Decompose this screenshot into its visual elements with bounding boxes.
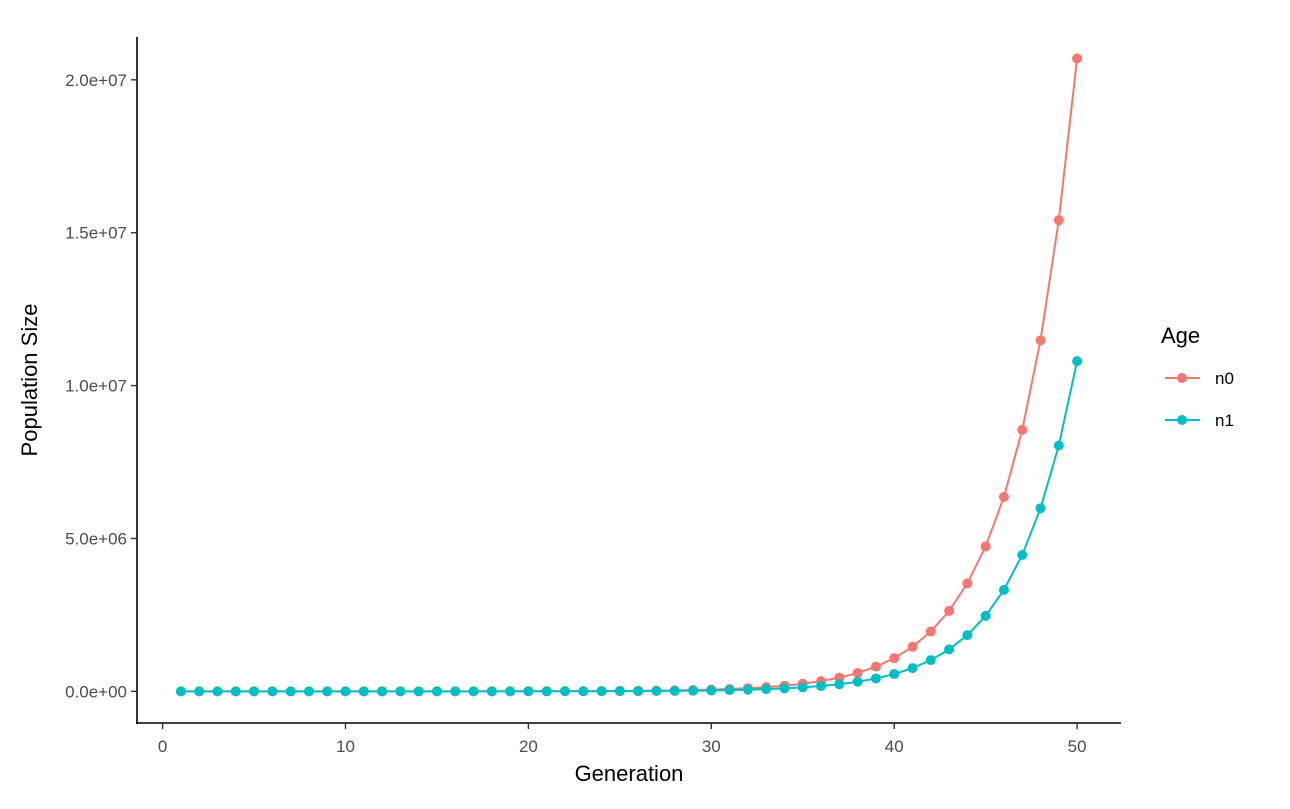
legend-key-point	[1177, 373, 1187, 383]
data-point-n1	[1053, 440, 1064, 451]
data-point-n1	[523, 686, 534, 697]
data-point-n1	[779, 683, 790, 694]
data-point-n1	[907, 663, 918, 674]
data-point-n1	[340, 686, 351, 697]
data-point-n0	[1017, 424, 1028, 435]
data-point-n1	[431, 686, 442, 697]
data-point-n1	[212, 686, 223, 697]
legend: Age n0 n1	[1161, 323, 1234, 430]
data-point-n0	[925, 626, 936, 637]
data-point-n1	[742, 684, 753, 695]
data-point-n1	[468, 686, 479, 697]
data-point-n1	[724, 685, 735, 696]
x-axis-ticks: 0 10 20 30 40 50	[158, 723, 1087, 756]
x-tick-label: 40	[885, 737, 904, 756]
data-point-n1	[889, 669, 900, 680]
data-point-n1	[834, 679, 845, 690]
data-point-n1	[614, 686, 625, 697]
data-point-n1	[761, 684, 772, 695]
legend-key-point	[1177, 415, 1187, 425]
data-point-n1	[816, 681, 827, 692]
data-point-n1	[980, 610, 991, 621]
data-point-n1	[486, 686, 497, 697]
data-point-n0	[944, 605, 955, 616]
data-point-n1	[377, 686, 388, 697]
data-point-n1	[1017, 549, 1028, 560]
y-axis-title: Population Size	[17, 304, 42, 457]
legend-item-n1: n1	[1165, 411, 1234, 430]
data-point-n0	[962, 578, 973, 589]
data-point-n1	[413, 686, 424, 697]
y-axis-ticks: 0.0e+00 5.0e+06 1.0e+07 1.5e+07 2.0e+07	[65, 71, 137, 701]
data-point-n1	[249, 686, 260, 697]
data-point-n1	[395, 686, 406, 697]
data-point-n0	[1035, 335, 1046, 346]
data-point-n1	[578, 686, 589, 697]
data-point-n1	[962, 630, 973, 641]
data-point-n1	[998, 584, 1009, 595]
y-tick-label: 2.0e+07	[65, 71, 127, 90]
data-point-n1	[1035, 503, 1046, 514]
data-point-n1	[303, 686, 314, 697]
x-tick-label: 0	[158, 737, 167, 756]
data-point-n1	[541, 686, 552, 697]
data-point-n1	[852, 676, 863, 687]
data-point-n1	[505, 686, 516, 697]
legend-label: n0	[1215, 369, 1234, 388]
data-point-n0	[852, 667, 863, 678]
data-point-n1	[358, 686, 369, 697]
data-point-n1	[797, 682, 808, 693]
data-point-n1	[450, 686, 461, 697]
data-point-n1	[175, 686, 186, 697]
data-point-n1	[944, 644, 955, 655]
legend-label: n1	[1215, 411, 1234, 430]
data-point-n1	[285, 686, 296, 697]
series-line-n1	[180, 360, 1079, 693]
data-point-n1	[1072, 356, 1083, 367]
legend-item-n0: n0	[1165, 369, 1234, 388]
plot-marks	[175, 53, 1083, 697]
data-point-n1	[230, 686, 241, 697]
data-point-n1	[194, 686, 205, 697]
data-point-n0	[870, 661, 881, 672]
data-point-n0	[998, 491, 1009, 502]
data-point-n1	[559, 686, 570, 697]
y-tick-label: 5.0e+06	[65, 529, 127, 548]
data-point-n0	[889, 653, 900, 664]
data-point-n1	[706, 685, 717, 696]
y-tick-label: 0.0e+00	[65, 682, 127, 701]
x-axis-title: Generation	[575, 761, 684, 786]
data-point-n1	[322, 686, 333, 697]
data-point-n1	[651, 685, 662, 696]
data-point-n0	[980, 541, 991, 552]
data-point-n1	[669, 685, 680, 696]
data-point-n0	[1072, 53, 1083, 64]
data-point-n1	[267, 686, 278, 697]
x-tick-label: 10	[336, 737, 355, 756]
data-point-n1	[925, 655, 936, 666]
data-point-n1	[870, 673, 881, 684]
x-tick-label: 20	[519, 737, 538, 756]
data-point-n1	[633, 686, 644, 697]
y-tick-label: 1.5e+07	[65, 224, 127, 243]
data-point-n0	[907, 641, 918, 652]
data-point-n1	[688, 685, 699, 696]
legend-title: Age	[1161, 323, 1200, 348]
series-line-n0	[180, 58, 1079, 693]
y-tick-label: 1.0e+07	[65, 377, 127, 396]
data-point-n1	[596, 686, 607, 697]
data-point-n0	[1053, 215, 1064, 226]
x-tick-label: 50	[1068, 737, 1087, 756]
x-tick-label: 30	[702, 737, 721, 756]
